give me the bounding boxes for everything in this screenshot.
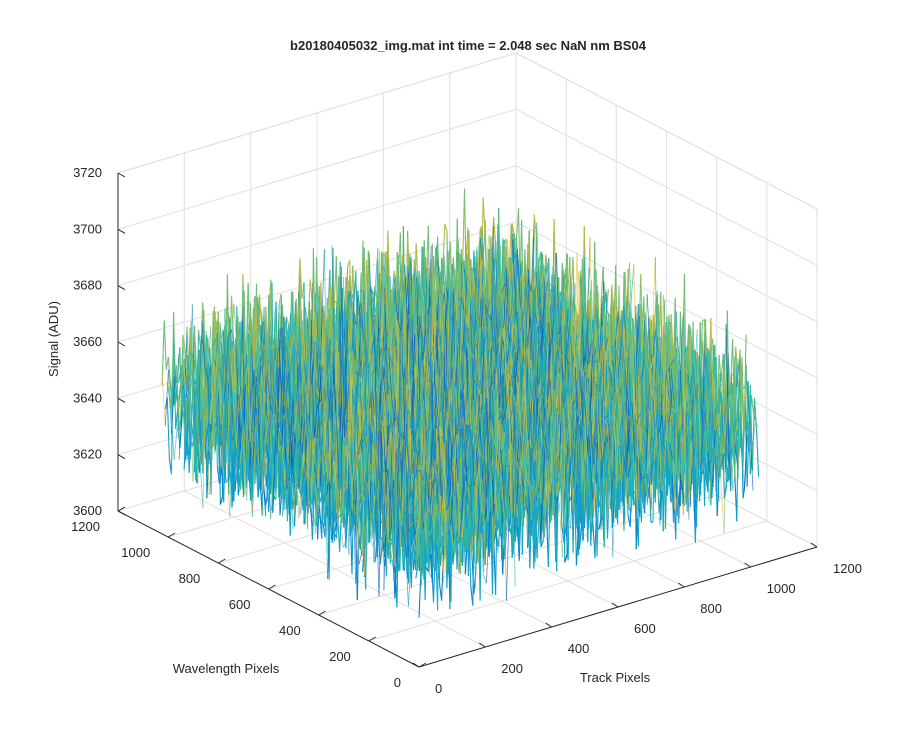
top-edge bbox=[515, 52, 818, 210]
z-grid-side bbox=[515, 108, 818, 266]
surface-segment bbox=[173, 340, 177, 429]
surface-segment bbox=[230, 295, 235, 341]
surface-segment bbox=[170, 340, 175, 400]
surface-segment bbox=[166, 397, 170, 460]
surface-segment bbox=[299, 258, 303, 299]
top-edge bbox=[117, 52, 517, 174]
surface-segment bbox=[440, 266, 444, 273]
y-grid-floor bbox=[368, 520, 767, 642]
surface-segment bbox=[482, 197, 486, 240]
surface-mesh bbox=[161, 188, 760, 618]
z-grid-side bbox=[515, 221, 818, 379]
surface-segment bbox=[444, 223, 448, 232]
surface-segment bbox=[178, 354, 182, 366]
z-grid-back bbox=[117, 108, 517, 230]
surface-segment bbox=[387, 230, 391, 307]
surface-segment bbox=[163, 320, 167, 370]
z-grid-back bbox=[117, 165, 517, 287]
z-grid-side bbox=[515, 165, 818, 323]
surface-segment bbox=[167, 356, 171, 386]
surface-segment bbox=[170, 312, 175, 475]
